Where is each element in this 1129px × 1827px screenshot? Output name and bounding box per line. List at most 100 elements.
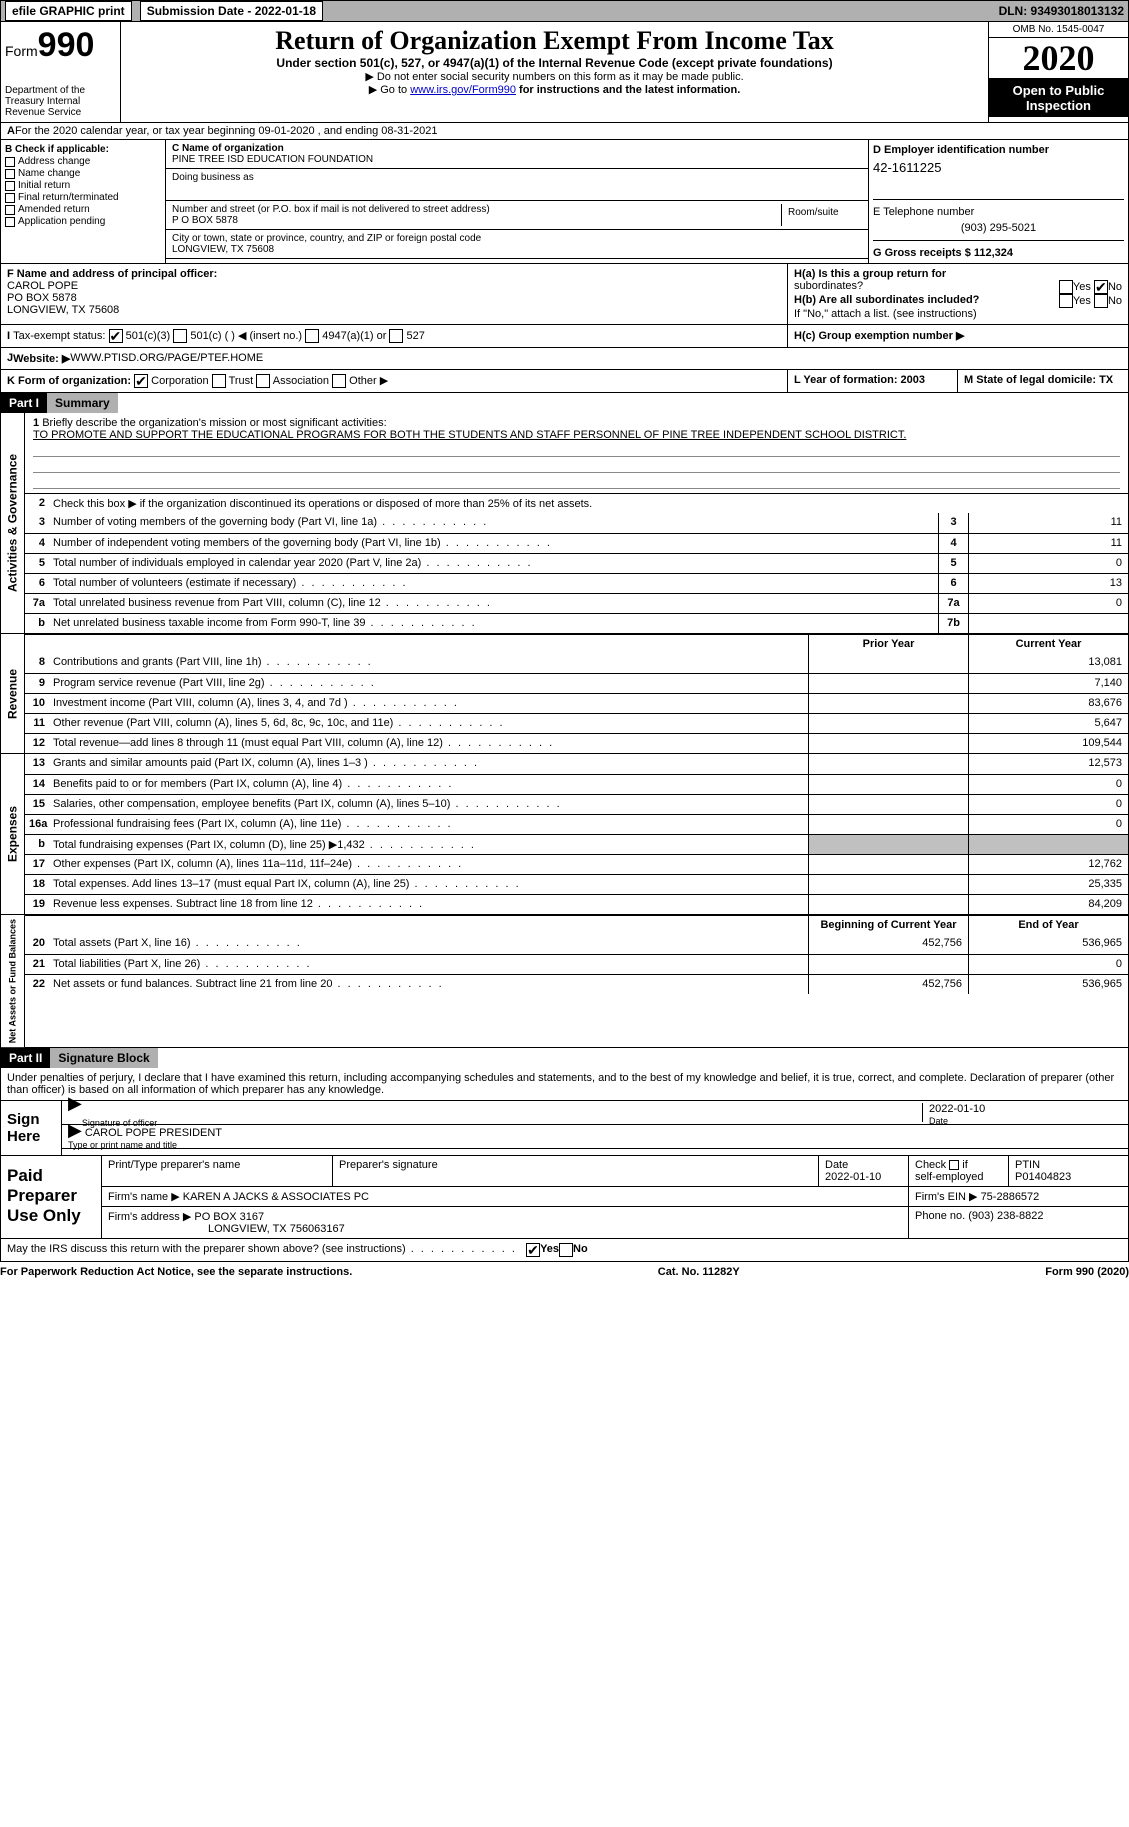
city-label: City or town, state or province, country… (172, 233, 481, 244)
org-address: P O BOX 5878 (172, 215, 238, 226)
firm-name: KAREN A JACKS & ASSOCIATES PC (183, 1191, 369, 1203)
lbl-527: 527 (407, 330, 425, 342)
chk-501c3[interactable] (109, 329, 123, 343)
officer-name: CAROL POPE (7, 280, 78, 292)
chk-self-employed[interactable] (949, 1160, 959, 1170)
vert-netassets: Net Assets or Fund Balances (1, 915, 25, 1047)
section-a: A For the 2020 calendar year, or tax yea… (0, 123, 1129, 140)
ha-yes[interactable] (1059, 280, 1073, 294)
form-label: Form (5, 43, 38, 59)
lbl-address-change: Address change (18, 156, 90, 167)
form-title: Return of Organization Exempt From Incom… (125, 26, 984, 56)
exp-line-16a: 16a Professional fundraising fees (Part … (25, 814, 1128, 834)
gov-line-7a: 7a Total unrelated business revenue from… (25, 593, 1128, 613)
vert-governance: Activities & Governance (1, 413, 25, 633)
officer-addr2: LONGVIEW, TX 75608 (7, 304, 119, 316)
lbl-initial-return: Initial return (18, 180, 70, 191)
lbl-amended: Amended return (18, 204, 90, 215)
section-de: D Employer identification number 42-16112… (868, 140, 1128, 263)
lbl-other: Other ▶ (349, 375, 388, 387)
exp-line-18: 18 Total expenses. Add lines 13–17 (must… (25, 874, 1128, 894)
chk-address-change[interactable] (5, 157, 15, 167)
rev-line-10: 10 Investment income (Part VIII, column … (25, 693, 1128, 713)
gov-line-4: 4 Number of independent voting members o… (25, 533, 1128, 553)
website-row: J Website: ▶ WWW.PTISD.ORG/PAGE/PTEF.HOM… (0, 348, 1129, 370)
net-line-21: 21 Total liabilities (Part X, line 26) 0 (25, 954, 1128, 974)
chk-amended[interactable] (5, 205, 15, 215)
gross-receipts: G Gross receipts $ 112,324 (873, 247, 1013, 259)
chk-other[interactable] (332, 374, 346, 388)
lbl-501c: 501(c) ( ) ◀ (insert no.) (190, 330, 302, 342)
tax-exempt-label: Tax-exempt status: (13, 330, 105, 342)
officer-label: F Name and address of principal officer: (7, 268, 217, 280)
chk-527[interactable] (389, 329, 403, 343)
prep-name-label: Print/Type preparer's name (108, 1159, 240, 1171)
prep-date: 2022-01-10 (825, 1171, 881, 1183)
phone-label: E Telephone number (873, 206, 974, 218)
discuss-text: May the IRS discuss this return with the… (7, 1243, 517, 1257)
hb-note: If "No," attach a list. (see instruction… (794, 308, 1122, 320)
page-footer: For Paperwork Reduction Act Notice, see … (0, 1262, 1129, 1282)
discuss-no[interactable] (559, 1243, 573, 1257)
section-c: C Name of organizationPINE TREE ISD EDUC… (166, 140, 868, 263)
discuss-no-label: No (573, 1243, 588, 1257)
form-number: 990 (38, 26, 95, 64)
omb-number: OMB No. 1545-0047 (989, 22, 1128, 38)
chk-501c[interactable] (173, 329, 187, 343)
mission-label: Briefly describe the organization's miss… (42, 417, 386, 429)
net-line-20: 20 Total assets (Part X, line 16) 452,75… (25, 934, 1128, 954)
hb-no[interactable] (1094, 294, 1108, 308)
chk-trust[interactable] (212, 374, 226, 388)
dba-label: Doing business as (172, 172, 254, 183)
firm-addr: PO BOX 3167 (194, 1211, 264, 1223)
discuss-yes[interactable] (526, 1243, 540, 1257)
chk-initial-return[interactable] (5, 181, 15, 191)
ha-sub: subordinates? (794, 280, 863, 294)
exp-line-15: 15 Salaries, other compensation, employe… (25, 794, 1128, 814)
officer-addr1: PO BOX 5878 (7, 292, 77, 304)
rev-line-8: 8 Contributions and grants (Part VIII, l… (25, 653, 1128, 673)
penalty-text: Under penalties of perjury, I declare th… (1, 1068, 1128, 1100)
mission-text: TO PROMOTE AND SUPPORT THE EDUCATIONAL P… (33, 429, 906, 441)
ptin-label: PTIN (1015, 1159, 1040, 1171)
paid-preparer-label: Paid Preparer Use Only (1, 1156, 101, 1238)
ein-value: 42-1611225 (873, 160, 1124, 175)
efile-button[interactable]: efile GRAPHIC print (5, 1, 132, 21)
boy-hdr: Beginning of Current Year (808, 916, 968, 934)
expenses-block: Expenses 13 Grants and similar amounts p… (0, 754, 1129, 915)
chk-app-pending[interactable] (5, 217, 15, 227)
org-name: PINE TREE ISD EDUCATION FOUNDATION (172, 154, 373, 165)
sig-name: CAROL POPE PRESIDENT (85, 1127, 222, 1139)
vert-expenses: Expenses (1, 754, 25, 914)
gov-line-7b: b Net unrelated business taxable income … (25, 613, 1128, 633)
eoy-hdr: End of Year (968, 916, 1128, 934)
governance-block: Activities & Governance 1 Briefly descri… (0, 413, 1129, 634)
sig-name-label: Type or print name and title (68, 1140, 177, 1150)
chk-4947[interactable] (305, 329, 319, 343)
rev-line-9: 9 Program service revenue (Part VIII, li… (25, 673, 1128, 693)
discuss-yes-label: Yes (540, 1243, 559, 1257)
hc-label: H(c) Group exemption number ▶ (794, 330, 964, 342)
revenue-block: Revenue Prior YearCurrent Year 8 Contrib… (0, 634, 1129, 754)
website-label: Website: ▶ (13, 352, 70, 365)
ha-no[interactable] (1094, 280, 1108, 294)
irs-link[interactable]: www.irs.gov/Form990 (410, 84, 516, 96)
lbl-no: No (1108, 281, 1122, 293)
gov-line-6: 6 Total number of volunteers (estimate i… (25, 573, 1128, 593)
chk-corp[interactable] (134, 374, 148, 388)
goto-pre: ▶ Go to (369, 84, 410, 96)
ha-label: H(a) Is this a group return for (794, 268, 946, 280)
hb-yes[interactable] (1059, 294, 1073, 308)
tax-exempt-row: I Tax-exempt status: 501(c)(3) 501(c) ( … (0, 325, 1129, 348)
exp-line-b: b Total fundraising expenses (Part IX, c… (25, 834, 1128, 854)
self-emp-label: self-employed (915, 1171, 983, 1183)
chk-final-return[interactable] (5, 193, 15, 203)
firm-ein-label: Firm's EIN ▶ (915, 1191, 978, 1203)
submission-date: Submission Date - 2022-01-18 (140, 1, 323, 21)
prior-year-hdr: Prior Year (808, 635, 968, 653)
topbar: efile GRAPHIC print Submission Date - 20… (0, 0, 1129, 22)
section-fh: F Name and address of principal officer:… (0, 264, 1129, 325)
chk-assoc[interactable] (256, 374, 270, 388)
ein-label: D Employer identification number (873, 144, 1049, 156)
chk-name-change[interactable] (5, 169, 15, 179)
